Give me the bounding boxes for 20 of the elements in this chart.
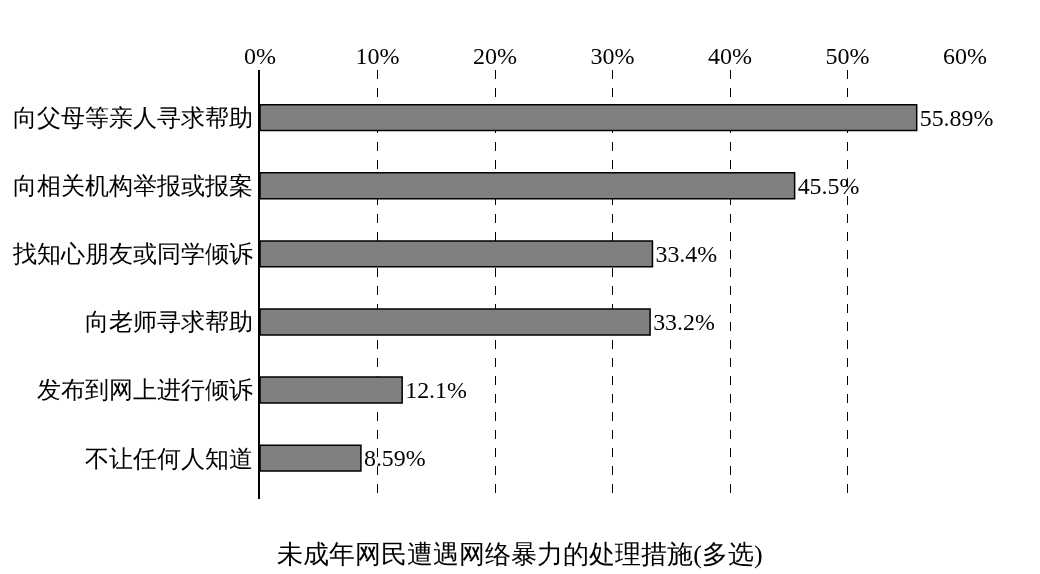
y-tick-label: 向老师寻求帮助 xyxy=(85,309,254,336)
x-tick-label: 0% xyxy=(244,43,276,70)
x-tick-label: 40% xyxy=(708,43,752,70)
data-label: 33.2% xyxy=(653,308,715,335)
data-label: 45.5% xyxy=(797,172,860,199)
data-label: 12.1% xyxy=(405,377,467,404)
y-tick-label: 找知心朋友或同学倾诉 xyxy=(12,241,254,268)
x-tick-label: 20% xyxy=(473,43,517,70)
data-label: 33.4% xyxy=(655,240,718,267)
y-tick-label: 发布到网上进行倾诉 xyxy=(37,377,254,404)
x-tick-label: 30% xyxy=(590,43,635,70)
x-tick-label: 60% xyxy=(943,43,987,70)
y-tick-label: 向父母等亲人寻求帮助 xyxy=(13,105,254,132)
text: 未成年网民遭遇网络暴力的处理措施(多选) xyxy=(277,539,763,569)
y-tick-label: 不让任何人知道 xyxy=(85,445,254,472)
data-label: 55.89% xyxy=(919,104,994,131)
data-label: 8.59% xyxy=(363,445,426,472)
x-tick-label: 50% xyxy=(825,43,870,70)
x-tick-label: 10% xyxy=(355,43,400,70)
y-tick-label: 向相关机构举报或报案 xyxy=(13,173,254,200)
